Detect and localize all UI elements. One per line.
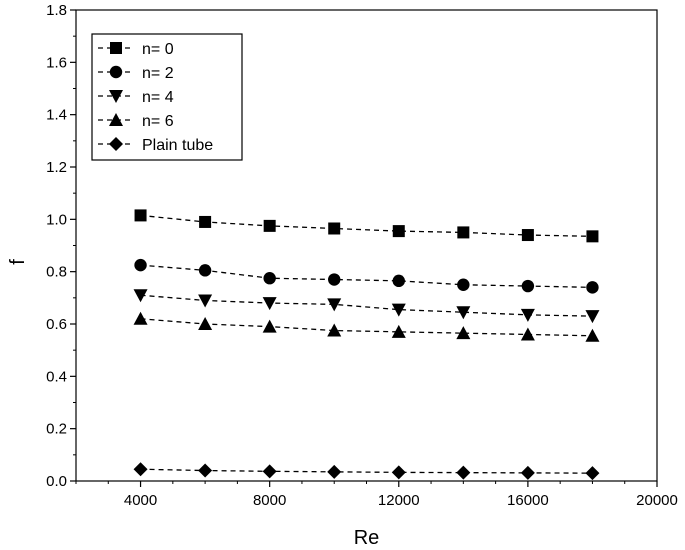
data-point — [586, 230, 599, 243]
data-point — [586, 281, 599, 294]
data-point — [520, 308, 535, 322]
data-point — [585, 466, 600, 481]
data-point — [198, 463, 213, 478]
data-point — [328, 222, 341, 235]
legend-marker — [109, 90, 123, 103]
y-tick-label: 0.8 — [46, 264, 67, 281]
data-point — [520, 327, 535, 341]
series-line — [140, 468, 593, 474]
data-point — [134, 209, 147, 222]
data-point — [327, 298, 342, 312]
data-point — [456, 465, 471, 480]
series-line — [140, 318, 593, 337]
legend-marker — [109, 65, 123, 79]
plot-marks — [133, 209, 600, 481]
data-point — [262, 297, 277, 311]
data-point — [327, 323, 342, 337]
data-point — [521, 229, 534, 242]
data-point — [391, 465, 406, 480]
data-point — [262, 319, 277, 333]
axis-ticks: 4000 8000 12000 16000 20000 0.0 0.2 0.4 0.6 0.8 1.… — [46, 2, 678, 509]
data-point — [392, 225, 405, 238]
data-point — [198, 264, 212, 277]
legend-label: n= 6 — [142, 113, 174, 130]
data-point — [263, 272, 276, 285]
data-point — [457, 226, 470, 239]
legend-label: Plain tube — [142, 137, 213, 154]
y-tick-label: 1.4 — [46, 107, 67, 124]
data-point — [134, 258, 147, 272]
legend-marker — [109, 137, 123, 151]
data-point — [456, 306, 471, 320]
data-point — [198, 294, 213, 308]
y-tick-label: 0.6 — [46, 316, 67, 333]
series-line — [140, 214, 593, 237]
data-point — [585, 328, 600, 342]
data-point — [457, 278, 470, 291]
y-tick-label: 1.2 — [46, 159, 67, 176]
y-axis-label: f — [7, 259, 29, 265]
data-point — [133, 311, 148, 325]
y-tick-label: 1.0 — [46, 211, 67, 228]
data-point — [198, 317, 213, 330]
data-point — [521, 279, 535, 293]
data-point — [456, 326, 471, 340]
data-point — [328, 273, 341, 286]
legend-marker — [109, 113, 123, 126]
y-tick-label: 0.4 — [46, 368, 67, 385]
y-tick-label: 1.6 — [46, 54, 67, 71]
x-axis-label: Re — [354, 527, 380, 549]
y-tick-label: 0.0 — [46, 473, 67, 490]
data-point — [392, 274, 405, 288]
x-tick-label: 16000 — [507, 492, 549, 509]
data-point — [199, 215, 212, 228]
data-point — [262, 464, 277, 479]
series-line — [140, 294, 593, 317]
y-tick-label: 0.2 — [46, 421, 67, 438]
data-point — [520, 465, 535, 480]
legend-label: n= 0 — [142, 41, 174, 58]
legend-label: n= 2 — [142, 65, 174, 82]
x-tick-label: 20000 — [636, 492, 678, 509]
data-point — [263, 219, 276, 232]
series-line — [140, 264, 593, 289]
data-point — [327, 464, 342, 479]
data-point — [133, 289, 148, 303]
data-point — [391, 303, 406, 317]
x-tick-label: 4000 — [124, 492, 157, 509]
data-point — [133, 462, 148, 477]
legend-marker — [110, 42, 122, 54]
y-tick-label: 1.8 — [46, 2, 67, 19]
x-tick-label: 12000 — [378, 492, 420, 509]
legend-label: n= 4 — [142, 89, 174, 106]
data-point — [391, 324, 406, 338]
data-point — [585, 310, 600, 324]
legend: n= 0 n= 2 n= 4 n= 6 Plain tube — [91, 33, 243, 161]
x-tick-label: 8000 — [253, 492, 286, 509]
